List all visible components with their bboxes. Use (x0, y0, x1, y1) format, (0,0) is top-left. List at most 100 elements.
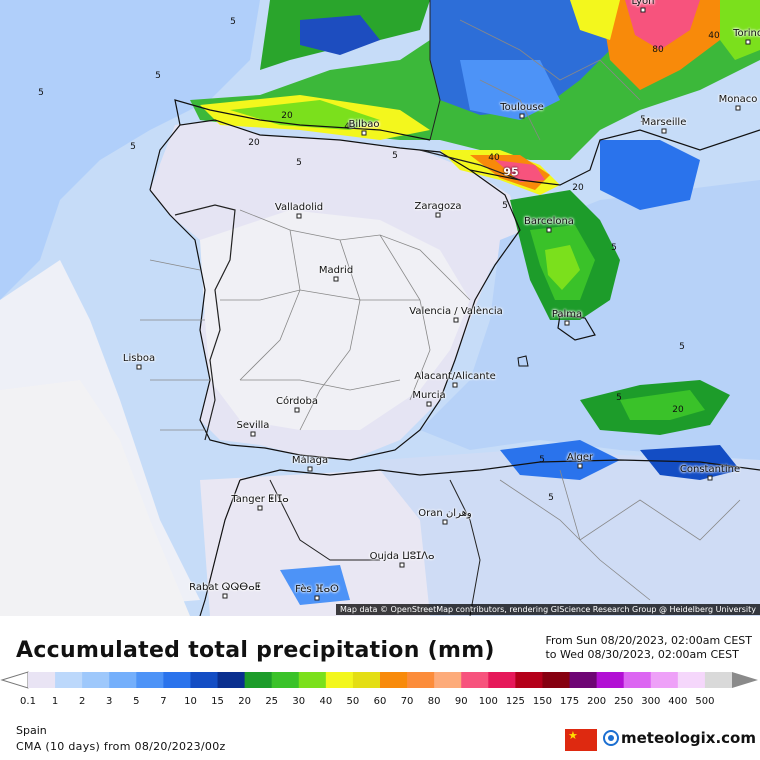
city-label: Torino (733, 28, 760, 39)
color-scale-swatch (298, 672, 327, 688)
meteologix-logo-icon (603, 730, 619, 746)
color-scale-swatch (704, 672, 733, 688)
contour-value-label: 5 (679, 342, 685, 352)
city-label: Oujda ⵡⵓⵊⴷⴰ (369, 551, 435, 562)
city-marker-icon (707, 475, 713, 481)
city-label: Oran وهران (418, 508, 472, 519)
city-marker-icon (361, 130, 367, 136)
contour-value-label: 20 (572, 183, 584, 193)
color-scale-swatch (515, 672, 543, 688)
contour-value-label: 5 (130, 142, 136, 152)
city-marker-icon (661, 128, 667, 134)
city-marker-icon (296, 213, 302, 219)
city-marker-icon (577, 463, 583, 469)
legend-footer: Accumulated total precipitation (mm) Fro… (0, 616, 760, 760)
contour-value-label: 80 (652, 45, 664, 55)
contour-value-label: 5 (616, 393, 622, 403)
color-scale-tick-label: 200 (587, 696, 607, 707)
city-label: Lyon (631, 0, 655, 7)
city-label: Rabat ⵕⵕⴱⴰⵟ (189, 582, 261, 593)
color-scale-swatch (596, 672, 625, 688)
color-scale-tick-label: 3 (106, 696, 113, 707)
color-scale-swatch (244, 672, 273, 688)
color-scale-tick-label: 90 (454, 696, 468, 707)
brand-name: meteologix.com (621, 729, 756, 747)
color-scale-swatch (569, 672, 598, 688)
city-marker-icon (640, 7, 646, 13)
city-marker-icon (222, 593, 228, 599)
color-scale-swatch (352, 672, 381, 688)
color-scale-tick-label: 2 (78, 696, 86, 707)
color-scale-swatch (217, 672, 246, 688)
city-label: Madrid (318, 265, 354, 276)
contour-value-label: 5 (611, 243, 617, 253)
city-label: Alacant/Alicante (414, 371, 496, 382)
color-scale-tick-label: 60 (373, 696, 387, 707)
city-label: Valencia / València (409, 306, 503, 317)
city-label: Lisboa (122, 353, 156, 364)
period-range: From Sun 08/20/2023, 02:00am CEST to Wed… (545, 634, 752, 662)
model-run-label: CMA (10 days) from 08/20/2023/00z (16, 740, 226, 753)
color-scale-tick-label: 10 (184, 696, 197, 707)
city-label: Sevilla (236, 420, 270, 431)
city-marker-icon (257, 505, 263, 511)
china-flag-icon: ★ (565, 729, 597, 751)
color-scale-swatch (461, 672, 489, 688)
period-to: to Wed 08/30/2023, 02:00am CEST (545, 648, 739, 661)
contour-value-label: 5 (230, 17, 236, 27)
color-scale-tick-label: 400 (668, 696, 688, 707)
scale-max-arrow (732, 672, 758, 688)
color-scale-tick-label: 20 (238, 696, 251, 707)
peak-value-label: 95 (503, 165, 519, 179)
color-scale-swatch (271, 672, 300, 688)
color-scale-swatch (82, 672, 110, 688)
city-label: Valladolid (274, 202, 324, 213)
period-from: From Sun 08/20/2023, 02:00am CEST (545, 634, 752, 647)
city-marker-icon (136, 364, 142, 370)
city-marker-icon (399, 562, 405, 568)
contour-value-label: 5 (296, 158, 302, 168)
city-marker-icon (314, 595, 320, 601)
city-marker-icon (453, 317, 459, 323)
color-scale-tick-label: 80 (427, 696, 441, 707)
city-label: Constantine (679, 464, 741, 475)
city-label: Marseille (641, 117, 687, 128)
color-scale-swatch (136, 672, 164, 688)
color-scale-swatch (623, 672, 652, 688)
color-scale-tick-label: 50 (346, 696, 360, 707)
map-canvas (0, 0, 760, 616)
region-label: Spain (16, 724, 47, 737)
color-scale-tick-label: 25 (265, 696, 279, 707)
color-scale-tick-label: 15 (211, 696, 224, 707)
city-marker-icon (519, 113, 525, 119)
city-marker-icon (452, 382, 458, 388)
chart-title: Accumulated total precipitation (mm) (16, 638, 495, 663)
color-scale-tick-label: 125 (505, 696, 525, 707)
city-label: Córdoba (276, 396, 318, 407)
city-label: Bilbao (348, 119, 380, 130)
color-scale-swatch (434, 672, 462, 688)
contour-value-label: 5 (640, 115, 646, 125)
contour-value-label: 5 (155, 71, 161, 81)
color-scale-swatch (325, 672, 354, 688)
scale-min-arrow (0, 671, 29, 689)
color-scale-swatch (488, 672, 516, 688)
city-marker-icon (307, 466, 313, 472)
precipitation-map[interactable]: 5 5 5 20 40 20 5 5 40 20 5 5 40 80 5 5 5 5 20 5 5 Lyon Torino… (0, 0, 760, 616)
contour-value-label: 5 (392, 151, 398, 161)
color-scale-tick-label: 1 (51, 696, 59, 707)
color-scale-tick-label: 7 (160, 696, 167, 707)
contour-value-label: 40 (708, 31, 720, 41)
color-scale-tick-label: 150 (532, 696, 552, 707)
color-scale-tick-label: 175 (559, 696, 580, 707)
contour-value-label: 5 (502, 201, 508, 211)
city-label: Fès ⴼⴰⵙ (295, 584, 339, 595)
city-marker-icon (442, 519, 448, 525)
color-scale-swatch (650, 672, 679, 688)
contour-value-label: 20 (281, 111, 293, 121)
color-scale-swatch (28, 672, 56, 688)
city-label: Murcia (412, 390, 446, 401)
city-marker-icon (250, 431, 256, 437)
color-scale-tick-label: 250 (614, 696, 634, 707)
brand-logo[interactable]: meteologix.com (603, 729, 756, 747)
